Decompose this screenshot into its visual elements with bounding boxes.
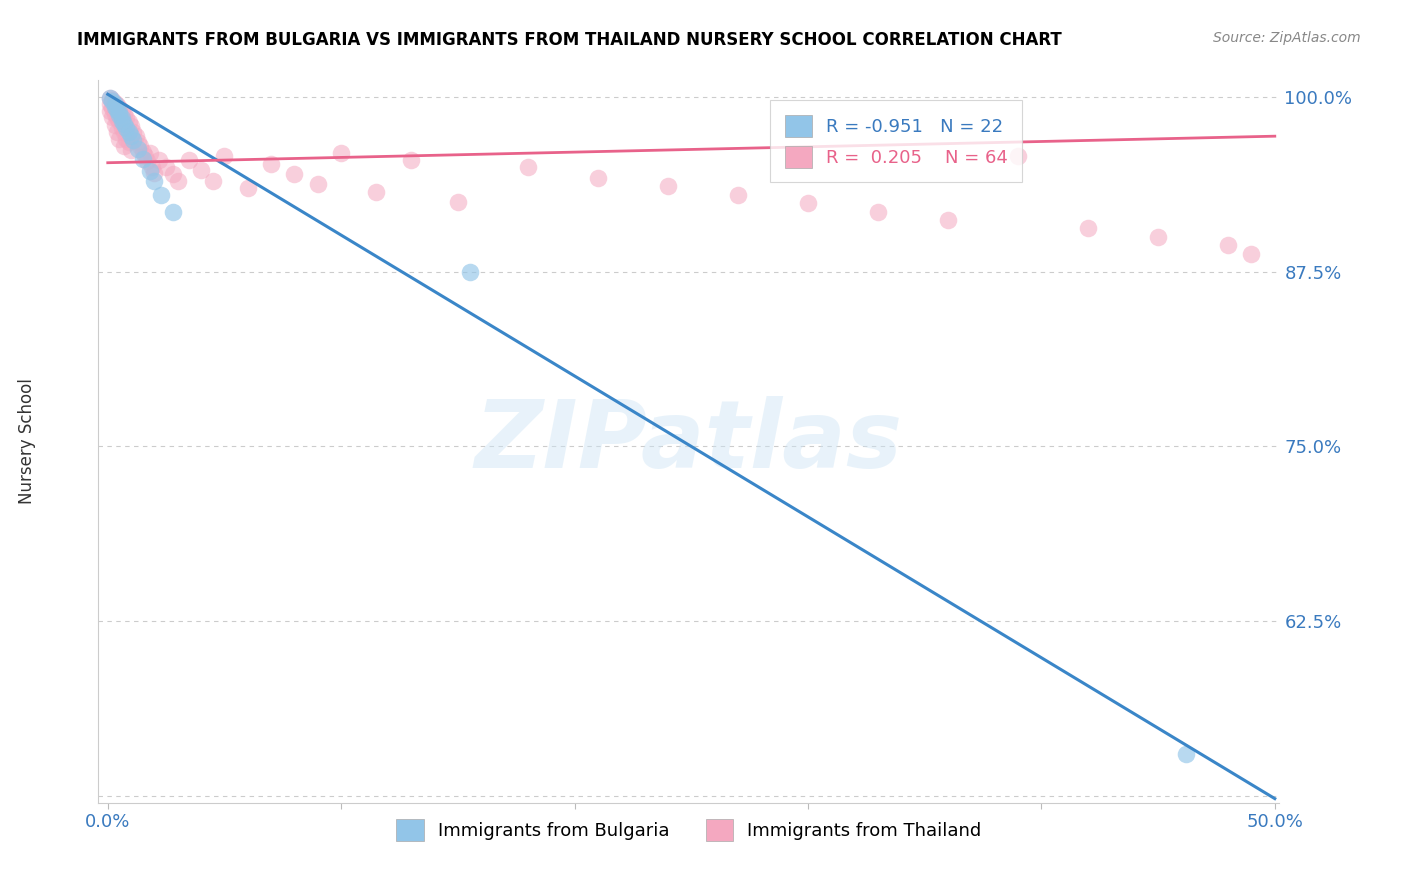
Point: [111, 103, 134, 118]
Point: [118, 115, 141, 129]
Point: [516, 160, 538, 174]
Point: [115, 132, 138, 146]
Point: [166, 174, 188, 188]
Point: [120, 120, 142, 134]
Point: [98, 103, 121, 118]
Point: [143, 174, 166, 188]
Text: IMMIGRANTS FROM BULGARIA VS IMMIGRANTS FROM THAILAND NURSERY SCHOOL CORRELATION : IMMIGRANTS FROM BULGARIA VS IMMIGRANTS F…: [77, 31, 1062, 49]
Point: [866, 204, 889, 219]
Point: [104, 100, 127, 114]
Point: [115, 111, 138, 125]
Point: [283, 167, 305, 181]
Point: [162, 204, 184, 219]
Text: ZIPatlas: ZIPatlas: [475, 395, 903, 488]
Point: [139, 145, 162, 160]
Point: [101, 95, 124, 109]
Point: [127, 142, 149, 156]
Point: [108, 132, 131, 146]
Point: [127, 135, 149, 149]
Point: [399, 153, 422, 167]
Point: [101, 101, 124, 115]
Point: [104, 107, 127, 121]
Point: [105, 111, 128, 125]
Point: [125, 129, 148, 144]
Point: [108, 113, 131, 128]
Point: [201, 174, 224, 188]
Point: [260, 157, 283, 171]
Point: [118, 135, 141, 149]
Point: [111, 111, 134, 125]
Point: [111, 113, 134, 128]
Point: [120, 129, 142, 144]
Point: [105, 103, 128, 117]
Point: [148, 153, 170, 167]
Point: [134, 149, 156, 163]
Point: [1077, 221, 1099, 235]
Point: [104, 95, 127, 110]
Text: Source: ZipAtlas.com: Source: ZipAtlas.com: [1213, 31, 1361, 45]
Point: [108, 105, 131, 120]
Point: [143, 165, 166, 179]
Point: [139, 164, 162, 178]
Point: [458, 265, 481, 279]
Point: [586, 171, 609, 186]
Point: [105, 125, 128, 139]
Point: [104, 118, 127, 132]
Point: [132, 152, 155, 166]
Point: [936, 213, 959, 227]
Point: [1240, 246, 1263, 260]
Point: [179, 153, 201, 167]
Point: [330, 145, 353, 160]
Point: [236, 181, 259, 195]
Legend: Immigrants from Bulgaria, Immigrants from Thailand: Immigrants from Bulgaria, Immigrants fro…: [389, 812, 988, 848]
Point: [122, 133, 145, 147]
Point: [155, 160, 177, 174]
Point: [108, 108, 131, 122]
Point: [727, 187, 749, 202]
Point: [797, 196, 820, 211]
Point: [1216, 238, 1239, 252]
Point: [112, 125, 135, 139]
Point: [1175, 747, 1198, 761]
Point: [118, 125, 141, 139]
Point: [120, 143, 142, 157]
Y-axis label: Nursery School: Nursery School: [18, 378, 37, 505]
Point: [657, 179, 679, 194]
Point: [101, 93, 124, 107]
Point: [366, 185, 388, 199]
Point: [141, 160, 163, 174]
Point: [112, 107, 135, 121]
Point: [115, 120, 138, 135]
Point: [136, 154, 159, 169]
Point: [108, 101, 131, 115]
Point: [1007, 149, 1029, 163]
Point: [1147, 229, 1170, 244]
Point: [162, 167, 184, 181]
Point: [98, 97, 121, 112]
Point: [190, 162, 212, 177]
Point: [111, 120, 134, 135]
Point: [112, 139, 135, 153]
Point: [132, 145, 155, 159]
Point: [98, 91, 121, 105]
Point: [105, 98, 128, 112]
Point: [307, 177, 329, 191]
Point: [214, 149, 236, 163]
Point: [104, 97, 127, 112]
Point: [150, 187, 173, 202]
Point: [112, 117, 135, 131]
Point: [98, 91, 121, 105]
Point: [447, 194, 470, 209]
Point: [129, 139, 152, 153]
Point: [101, 110, 124, 124]
Point: [122, 125, 145, 139]
